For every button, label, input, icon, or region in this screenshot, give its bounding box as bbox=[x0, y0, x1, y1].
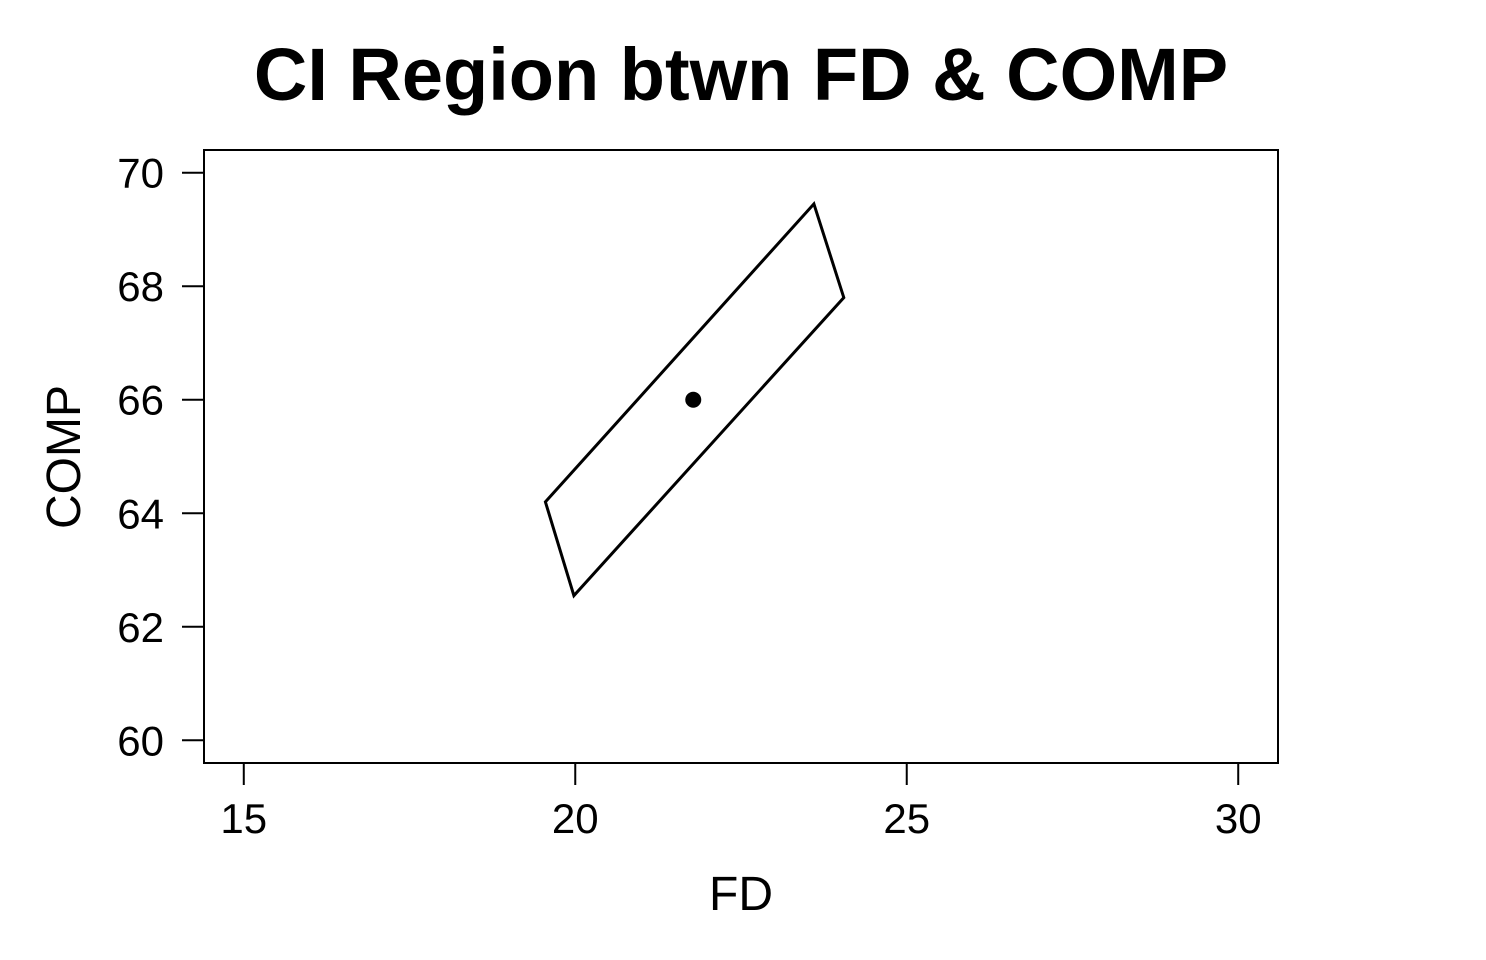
x-tick-label: 30 bbox=[1215, 795, 1262, 842]
x-axis-label: FD bbox=[709, 868, 773, 921]
y-tick-label: 64 bbox=[117, 490, 164, 537]
x-tick-label: 25 bbox=[883, 795, 930, 842]
x-axis: 15 20 25 30 bbox=[220, 763, 1262, 842]
chart-title: CI Region btwn FD & COMP bbox=[254, 33, 1228, 116]
y-axis: 60 62 64 66 68 70 bbox=[117, 150, 204, 764]
confidence-region bbox=[543, 200, 846, 599]
y-tick-label: 60 bbox=[117, 717, 164, 764]
y-tick-label: 70 bbox=[117, 150, 164, 197]
plot-layer bbox=[543, 200, 846, 599]
y-tick-label: 68 bbox=[117, 263, 164, 310]
plot-area-frame bbox=[203, 149, 1279, 764]
y-tick-label: 66 bbox=[117, 377, 164, 424]
y-axis-label: COMP bbox=[38, 385, 91, 529]
y-tick-label: 62 bbox=[117, 604, 164, 651]
point-estimate bbox=[685, 391, 702, 408]
x-tick-label: 20 bbox=[552, 795, 599, 842]
x-tick-label: 15 bbox=[220, 795, 267, 842]
